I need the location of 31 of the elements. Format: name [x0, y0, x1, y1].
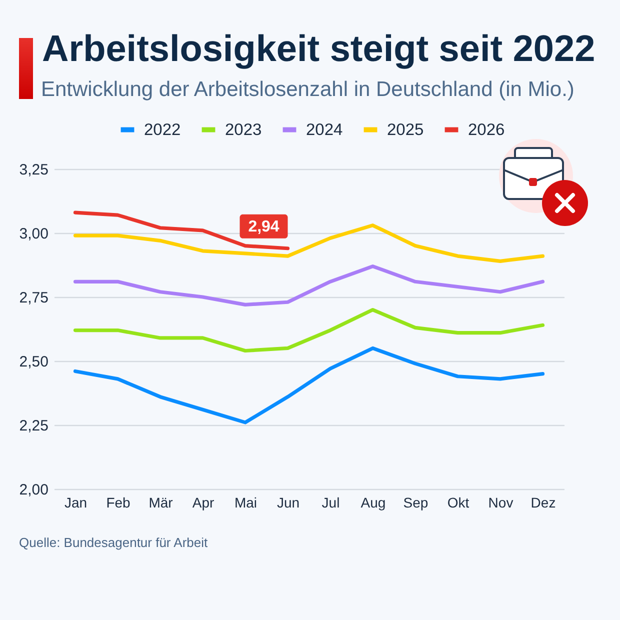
- x-tick-label: Dez: [530, 494, 556, 510]
- chart-title: Arbeitslosigkeit steigt seit 2022: [42, 28, 596, 70]
- x-tick-label: Apr: [192, 494, 214, 510]
- x-tick-label: Jul: [322, 494, 340, 510]
- x-tick-label: Aug: [360, 494, 386, 510]
- chart-subtitle: Entwicklung der Arbeitslosenzahl in Deutschland (in Mio.): [41, 78, 574, 102]
- x-tick-label: Mär: [148, 494, 174, 510]
- legend-label: 2024: [306, 120, 343, 139]
- line-series: [73, 308, 545, 353]
- legend-label: 2025: [387, 120, 424, 139]
- line-series: [73, 210, 290, 250]
- x-tick-label: Mai: [234, 494, 258, 510]
- legend-label: 2026: [468, 120, 505, 139]
- y-tick-label: 3,00: [19, 226, 48, 242]
- legend-label: 2023: [225, 120, 262, 139]
- y-tick-label: 2,50: [19, 354, 48, 370]
- y-tick-label: 3,25: [19, 162, 48, 178]
- x-tick-label: Jun: [276, 494, 300, 510]
- source-note: Quelle: Bundesagentur für Arbeit: [19, 535, 208, 550]
- y-tick-label: 2,00: [19, 482, 48, 498]
- x-tick-label: Nov: [488, 494, 514, 510]
- x-tick-label: Okt: [447, 494, 470, 510]
- x-tick-label: Jan: [64, 494, 88, 510]
- y-tick-label: 2,25: [19, 418, 48, 434]
- data-label: 2,94: [248, 218, 280, 236]
- x-tick-label: Sep: [403, 494, 428, 510]
- x-tick-label: Feb: [106, 494, 131, 510]
- y-tick-label: 2,75: [19, 290, 48, 306]
- line-series: [73, 346, 545, 424]
- line-series: [73, 264, 545, 306]
- legend-label: 2022: [144, 120, 181, 139]
